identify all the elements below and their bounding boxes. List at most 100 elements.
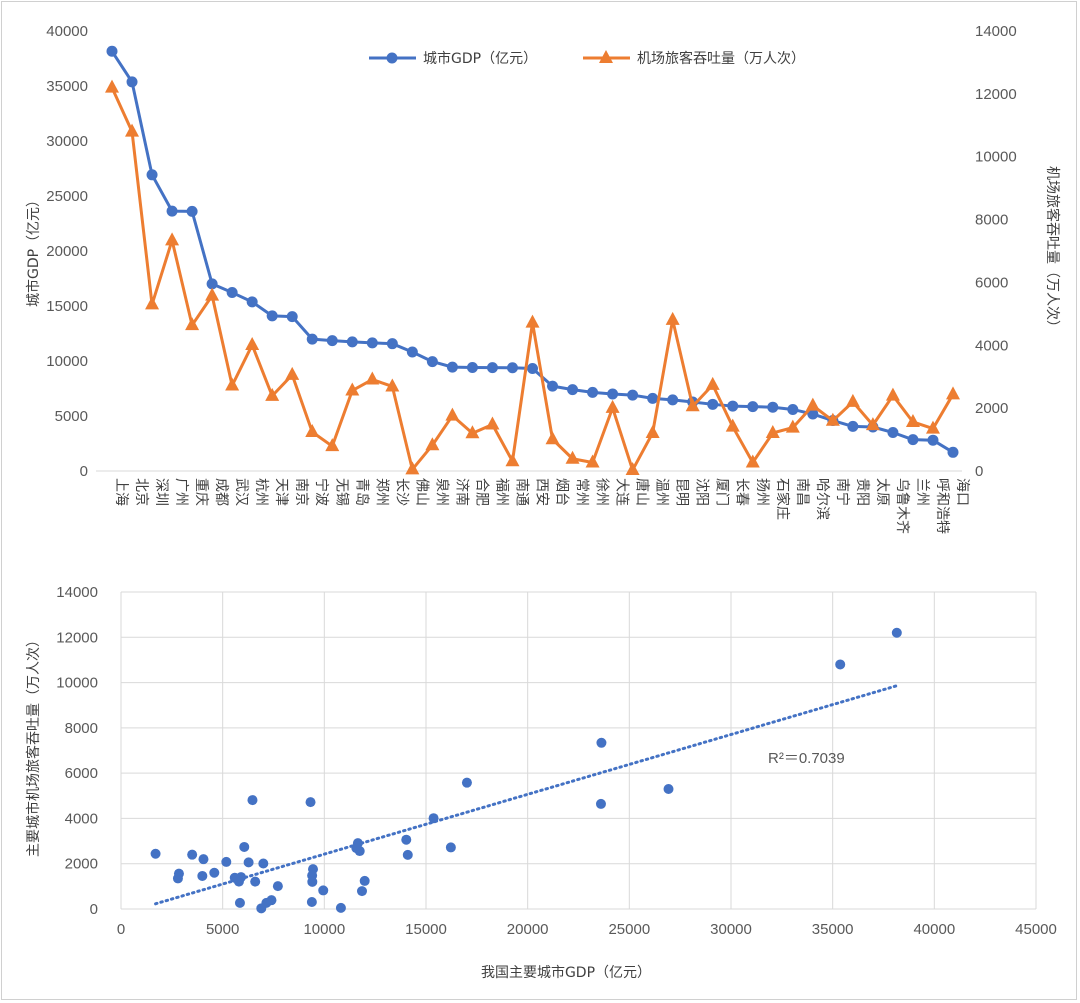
x-category-label: 宁波 [313,478,330,506]
gdp-data-point [627,389,639,401]
airport-data-point [405,461,420,475]
airport-data-point [465,425,480,439]
x-category-label: 扬州 [754,478,770,506]
airport-data-point [525,314,540,328]
scatter-point [172,873,183,884]
y-tick-label: 10000 [56,675,98,692]
x-category-label: 上海 [113,478,129,506]
scatter-point [891,627,902,638]
trendline [154,684,899,906]
x-category-label: 合肥 [473,478,489,506]
x-category-label: 无锡 [333,478,349,506]
x-category-label: 福州 [493,478,509,506]
scatter-point [209,867,220,878]
gdp-data-point [927,434,939,446]
x-category-label: 沈阳 [694,478,710,506]
x-category-label: 成都 [213,478,229,506]
airport-data-point [725,418,740,432]
gdp-data-point [787,403,799,415]
gdp-data-point [446,361,458,373]
x-tick-label: 30000 [710,921,752,938]
scatter-point [445,842,456,853]
x-tick-label: 5000 [206,921,239,938]
gdp-data-point [486,362,498,374]
left-y-tick-label: 40000 [46,23,88,40]
gdp-data-point [326,335,338,347]
x-category-label: 南通 [513,478,529,506]
left-y-tick-label: 10000 [46,353,88,370]
airport-data-point [825,412,840,426]
airport-data-point [765,424,780,438]
x-category-label: 唐山 [634,478,651,506]
right-y-tick-label: 14000 [975,23,1017,40]
x-tick-label: 25000 [608,921,650,938]
y-tick-label: 8000 [65,720,98,737]
y-tick-label: 12000 [56,629,98,646]
scatter-point [596,737,607,748]
gdp-data-point [386,338,398,350]
x-tick-label: 40000 [913,921,955,938]
gdp-data-point [146,169,158,181]
right-y-tick-label: 4000 [975,337,1008,354]
gdp-data-point [847,420,859,432]
gdp-data-point [166,205,178,217]
x-category-label: 徐州 [594,478,610,506]
airport-data-point [385,378,400,392]
left-y-tick-label: 5000 [55,408,88,425]
x-category-label: 济南 [453,478,469,506]
scatter-point [318,885,329,896]
gdp-data-point [547,380,559,392]
x-category-label: 太原 [874,478,890,506]
airport-data-point [925,420,940,434]
gdp-data-point [206,278,218,290]
airport-data-point [245,336,260,350]
x-category-label: 哈尔滨 [814,478,830,520]
gdp-data-point [707,398,719,410]
scatter-point [150,848,161,859]
airport-data-point [845,393,860,407]
airport-data-point [425,437,440,451]
gdp-data-point [246,296,258,308]
gdp-data-point [346,336,358,348]
airport-data-point [865,417,880,431]
gdp-data-point [567,384,579,396]
gdp-data-point [406,346,418,358]
airport-data-point [785,419,800,433]
left-y-tick-label: 25000 [46,188,88,205]
left-y-tick-label: 15000 [46,298,88,315]
airport-data-point [165,232,180,246]
scatter-point [239,841,250,852]
airport-data-point [205,287,220,301]
scatter-point [250,876,261,887]
scatter-point [243,857,254,868]
airport-data-point [585,454,600,468]
gdp-data-point [807,408,819,420]
airport-data-point [625,462,640,476]
x-category-label: 温州 [654,478,670,506]
gdp-data-point [747,401,759,413]
scatter-point [461,777,472,788]
x-tick-label: 0 [117,921,125,938]
gdp-data-point [647,392,659,404]
scatter-point [258,858,269,869]
scatter-point [359,875,370,886]
gdp-data-point [607,388,619,400]
right-y-tick-label: 0 [975,463,983,480]
scatter-point [595,798,606,809]
scatter-point [198,854,209,865]
right-y-tick-label: 10000 [975,149,1017,166]
gdp-data-point [907,434,919,446]
scatter-point [234,897,245,908]
airport-data-point [265,387,280,401]
x-category-label: 北京 [133,478,149,506]
x-category-label: 杭州 [253,478,269,506]
gdp-data-point [587,386,599,398]
airport-data-point [105,79,119,93]
x-axis-title: 我国主要城市GDP（亿元） [481,964,651,981]
x-tick-label: 35000 [812,921,854,938]
x-category-label: 昆明 [674,478,690,506]
right-y-tick-label: 6000 [975,274,1008,291]
airport-data-point [745,454,760,468]
gdp-data-point [767,401,779,413]
